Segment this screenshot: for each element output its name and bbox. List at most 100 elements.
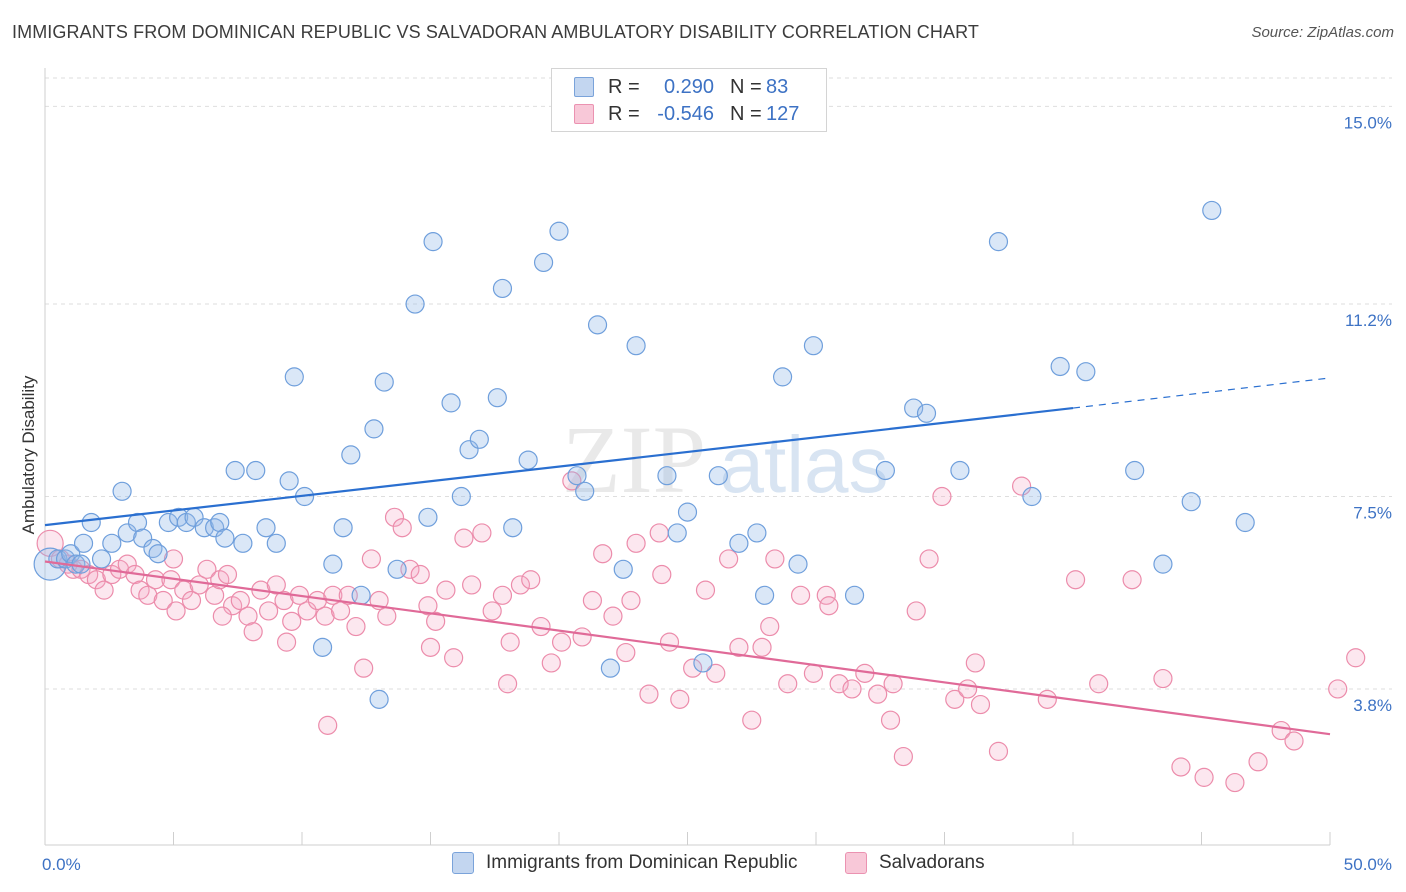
data-point-salvadoran [742,710,762,730]
legend-n-value: 83 [766,75,789,98]
data-point-dominican [148,544,168,564]
data-point-dominican [364,419,384,439]
chart-title: IMMIGRANTS FROM DOMINICAN REPUBLIC VS SA… [12,22,979,42]
data-point-dominican [567,466,587,486]
data-point-dominican [549,221,569,241]
data-point-dominican [693,653,713,673]
data-point-salvadoran [1194,767,1214,787]
legend-swatch-blue [574,77,594,97]
data-point-dominican [233,533,253,553]
data-point-salvadoran [988,741,1009,761]
data-point-dominican [73,533,94,553]
data-point-dominican [1202,200,1222,221]
data-point-dominican [657,466,677,486]
y-axis-label: Ambulatory Disability [19,375,38,534]
data-point-salvadoran [410,564,430,585]
data-point-dominican [284,367,304,387]
data-point-salvadoran [500,632,520,652]
data-point-salvadoran [1284,731,1304,751]
data-point-salvadoran [582,590,603,611]
data-point-salvadoran [315,606,335,626]
watermark-atlas: atlas [720,420,889,509]
legend-swatch-pink [574,104,594,124]
data-point-dominican [575,481,595,501]
data-point-dominican [423,232,443,252]
data-point-salvadoran [266,575,286,595]
data-point-salvadoran [683,658,703,678]
data-point-salvadoran [444,648,464,668]
data-point-dominican [1125,460,1145,481]
data-point-dominican [459,440,479,460]
data-point-salvadoran [945,689,965,709]
data-point-dominican [323,554,343,574]
data-point-salvadoran [695,580,716,600]
x-tick-label: 50.0% [1344,855,1392,874]
data-point-salvadoran [498,674,518,694]
data-point-salvadoran [521,570,541,590]
data-point-salvadoran [883,674,903,694]
legend-row-salvadoran: R = -0.546 N = 127 [574,101,799,127]
data-point-dominican [587,315,608,335]
data-point-dominican [246,460,266,481]
data-point-salvadoran [1328,679,1348,699]
data-point-salvadoran [361,549,381,569]
data-point-salvadoran [418,596,438,616]
data-point-dominican [341,445,361,465]
data-point-salvadoran [829,674,849,694]
data-point-salvadoran [318,715,338,735]
data-point-salvadoran [670,689,690,709]
data-point-dominican [613,559,633,579]
data-point-salvadoran [652,564,672,585]
legend-item-salvadoran: Salvadorans [845,852,985,874]
data-point-dominican [844,585,865,605]
trend-line-dominican-extension [1072,377,1331,409]
data-point-salvadoran [1011,476,1032,496]
source-label: Source: ZipAtlas.com [1251,24,1394,41]
data-point-salvadoran [384,507,405,527]
legend-item-dominican: Immigrants from Dominican Republic [452,852,798,874]
data-point-salvadoran [706,663,726,683]
data-point-dominican [451,486,471,507]
data-point-salvadoran [354,658,374,678]
data-point-salvadoran [1122,570,1142,590]
data-point-dominican [387,559,407,579]
legend-swatch-blue [452,852,474,874]
data-point-dominican [729,533,749,553]
data-point-salvadoran [462,575,482,595]
data-point-dominican [503,518,523,538]
data-point-salvadoran [765,549,785,569]
data-point-salvadoran [258,601,279,621]
data-point-salvadoran [420,637,441,657]
data-point-dominican [1076,362,1096,382]
legend-row-dominican: R = 0.290 N = 83 [574,74,788,100]
x-tick-label: 0.0% [42,855,81,874]
data-point-dominican [374,372,394,392]
watermark-zip: ZIP [562,406,706,513]
trend-line-salvadoran [44,560,1331,736]
data-point-dominican [875,460,895,481]
data-point-salvadoran [790,585,811,605]
data-point-dominican [112,481,132,501]
data-point-dominican [312,637,333,657]
data-point-salvadoran [472,523,492,543]
legend-n-value: 127 [766,102,800,125]
data-point-dominican [916,403,937,423]
data-point-salvadoran [1089,674,1109,694]
data-point-salvadoran [436,580,456,600]
data-point-salvadoran [377,606,397,626]
data-point-dominican [194,518,214,538]
data-point-salvadoran [297,601,317,621]
data-point-salvadoran [510,575,531,595]
data-point-dominican [256,518,276,538]
legend-r-value: 0.290 [663,75,714,98]
data-point-salvadoran [276,632,297,652]
data-point-salvadoran [842,679,862,699]
data-point-salvadoran [1037,689,1057,709]
data-point-salvadoran [138,585,158,605]
data-point-salvadoran [965,653,985,673]
data-point-salvadoran [932,486,952,507]
legend-label: Immigrants from Dominican Republic [486,852,798,873]
data-point-dominican [469,429,489,449]
legend-swatch-pink [845,852,867,874]
data-point-salvadoran [346,616,366,637]
